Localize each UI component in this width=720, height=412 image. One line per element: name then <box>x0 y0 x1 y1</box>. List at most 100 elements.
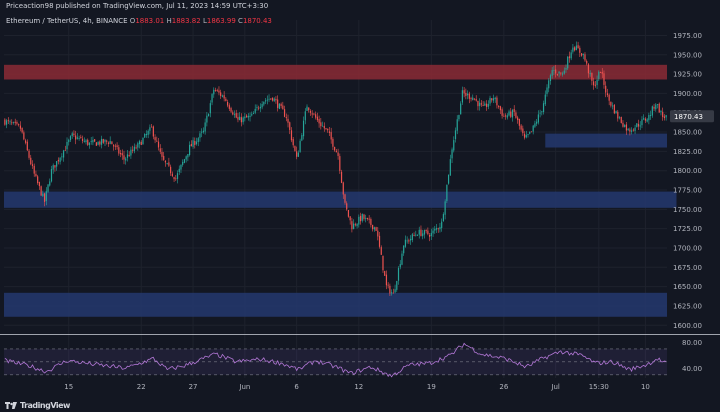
candle-up <box>126 154 129 158</box>
candle-down <box>349 216 351 221</box>
candle-down <box>477 100 479 107</box>
candle-down <box>214 90 217 91</box>
candle-up <box>104 139 106 142</box>
candle-down <box>644 118 647 121</box>
candle-up <box>183 159 186 163</box>
candle-up <box>655 104 657 110</box>
candle-down <box>513 109 515 112</box>
candle-down <box>168 162 170 166</box>
candle-down <box>159 148 161 152</box>
candle-up <box>85 140 87 143</box>
candle-down <box>121 153 123 156</box>
x-tick-label: 15 <box>64 383 73 391</box>
candle-down <box>308 107 310 111</box>
y-tick-label: 1675.00 <box>673 264 702 272</box>
candle-up <box>266 99 268 101</box>
candle-down <box>226 101 229 106</box>
candle-up <box>656 104 659 105</box>
candle-down <box>498 105 500 107</box>
candle-up <box>353 223 355 230</box>
x-tick-label: 15:30 <box>589 383 609 391</box>
candle-down <box>574 47 576 51</box>
candle-down <box>622 122 624 127</box>
candle-up <box>56 161 58 167</box>
y-tick-label: 1825.00 <box>673 148 702 156</box>
footer-brand[interactable]: TradingView <box>5 401 70 410</box>
candle-up <box>199 133 201 138</box>
candle-down <box>485 103 488 107</box>
candle-up <box>71 133 73 137</box>
candle-up <box>534 123 536 127</box>
candle-up <box>76 137 78 139</box>
candle-down <box>118 147 120 154</box>
candle-up <box>78 138 80 139</box>
candle-up <box>399 264 401 268</box>
candle-up <box>618 117 621 119</box>
candle-up <box>9 121 11 123</box>
axes: 1600.00 1625.00 1650.00 1675.00 1700.00 1725.… <box>0 32 720 391</box>
candle-up <box>244 116 246 119</box>
candle-up <box>254 108 256 113</box>
candle-up <box>261 104 263 108</box>
candle-up <box>572 47 574 52</box>
candle-down <box>560 72 562 74</box>
candle-down <box>318 119 320 124</box>
candle-up <box>479 102 481 107</box>
candle-up <box>544 94 546 105</box>
candle-up <box>211 94 213 103</box>
candle-down <box>232 112 234 115</box>
candle-down <box>420 229 422 236</box>
candle-down <box>154 137 156 141</box>
candle-down <box>340 171 343 183</box>
candle-down <box>523 133 526 138</box>
candle-down <box>605 85 607 93</box>
candle-down <box>662 111 664 117</box>
x-tick-label: 19 <box>427 383 436 391</box>
candle-up <box>207 113 210 117</box>
candle-down <box>608 94 610 101</box>
candle-down <box>31 164 34 166</box>
y-tick-label: 1725.00 <box>673 225 702 233</box>
candle-up <box>130 149 132 156</box>
candle-down <box>287 118 289 123</box>
candle-down <box>332 138 334 147</box>
candle-down <box>632 129 634 131</box>
candle-down <box>510 111 512 117</box>
candle-down <box>128 154 130 157</box>
candle-up <box>133 146 135 152</box>
candle-up <box>416 235 419 237</box>
candle-down <box>107 142 110 144</box>
candle-down <box>271 97 274 101</box>
candle-up <box>570 52 572 59</box>
candle-up <box>268 98 270 100</box>
rsi-y-tick-label: 40.00 <box>682 365 702 373</box>
candle-up <box>646 119 648 122</box>
candle-up <box>68 139 70 143</box>
candle-up <box>321 125 324 127</box>
candle-down <box>591 72 593 81</box>
candle-down <box>81 138 84 141</box>
candle-down <box>270 98 272 100</box>
candle-down <box>428 234 431 237</box>
y-tick-label: 1975.00 <box>673 32 702 40</box>
candle-down <box>94 139 96 142</box>
candle-up <box>197 138 199 143</box>
tradingview-logo-icon <box>5 401 17 409</box>
support-zone <box>545 133 667 148</box>
candle-up <box>356 223 358 227</box>
candle-down <box>515 112 517 118</box>
candle-down <box>427 230 429 235</box>
candle-up <box>142 137 144 145</box>
open-value: 1883.01 <box>135 17 165 25</box>
candle-down <box>372 224 374 230</box>
candle-down <box>593 81 595 86</box>
x-tick-label: Jun <box>238 383 250 391</box>
rsi-y-tick-label: 80.00 <box>682 339 702 347</box>
candle-up <box>301 135 303 141</box>
candle-down <box>309 110 312 113</box>
candle-up <box>88 142 91 146</box>
y-tick-label: 1850.00 <box>673 129 702 137</box>
candle-up <box>636 123 638 127</box>
candle-up <box>233 113 236 115</box>
